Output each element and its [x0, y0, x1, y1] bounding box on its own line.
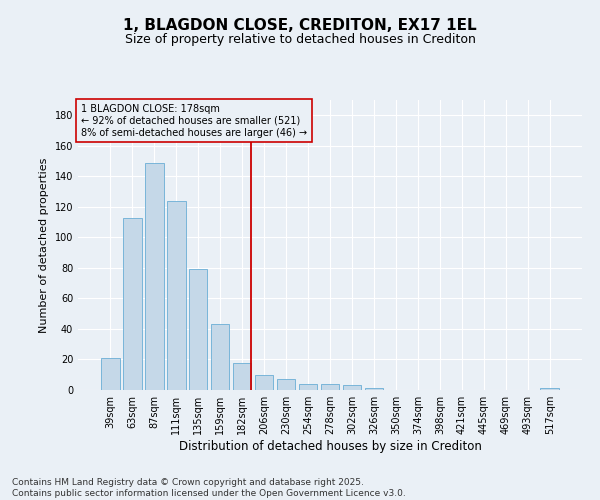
Text: Size of property relative to detached houses in Crediton: Size of property relative to detached ho…: [125, 32, 475, 46]
Y-axis label: Number of detached properties: Number of detached properties: [39, 158, 49, 332]
Bar: [320, 384, 340, 390]
Bar: [277, 380, 295, 390]
Bar: [233, 362, 251, 390]
Bar: [299, 384, 317, 390]
Bar: [211, 324, 229, 390]
Bar: [255, 374, 274, 390]
Bar: [167, 200, 185, 390]
Bar: [123, 218, 142, 390]
Bar: [145, 162, 164, 390]
X-axis label: Distribution of detached houses by size in Crediton: Distribution of detached houses by size …: [179, 440, 481, 453]
Bar: [541, 388, 559, 390]
Bar: [101, 358, 119, 390]
Bar: [365, 388, 383, 390]
Text: Contains HM Land Registry data © Crown copyright and database right 2025.
Contai: Contains HM Land Registry data © Crown c…: [12, 478, 406, 498]
Bar: [343, 386, 361, 390]
Text: 1, BLAGDON CLOSE, CREDITON, EX17 1EL: 1, BLAGDON CLOSE, CREDITON, EX17 1EL: [123, 18, 477, 32]
Bar: [189, 270, 208, 390]
Text: 1 BLAGDON CLOSE: 178sqm
← 92% of detached houses are smaller (521)
8% of semi-de: 1 BLAGDON CLOSE: 178sqm ← 92% of detache…: [80, 104, 307, 138]
